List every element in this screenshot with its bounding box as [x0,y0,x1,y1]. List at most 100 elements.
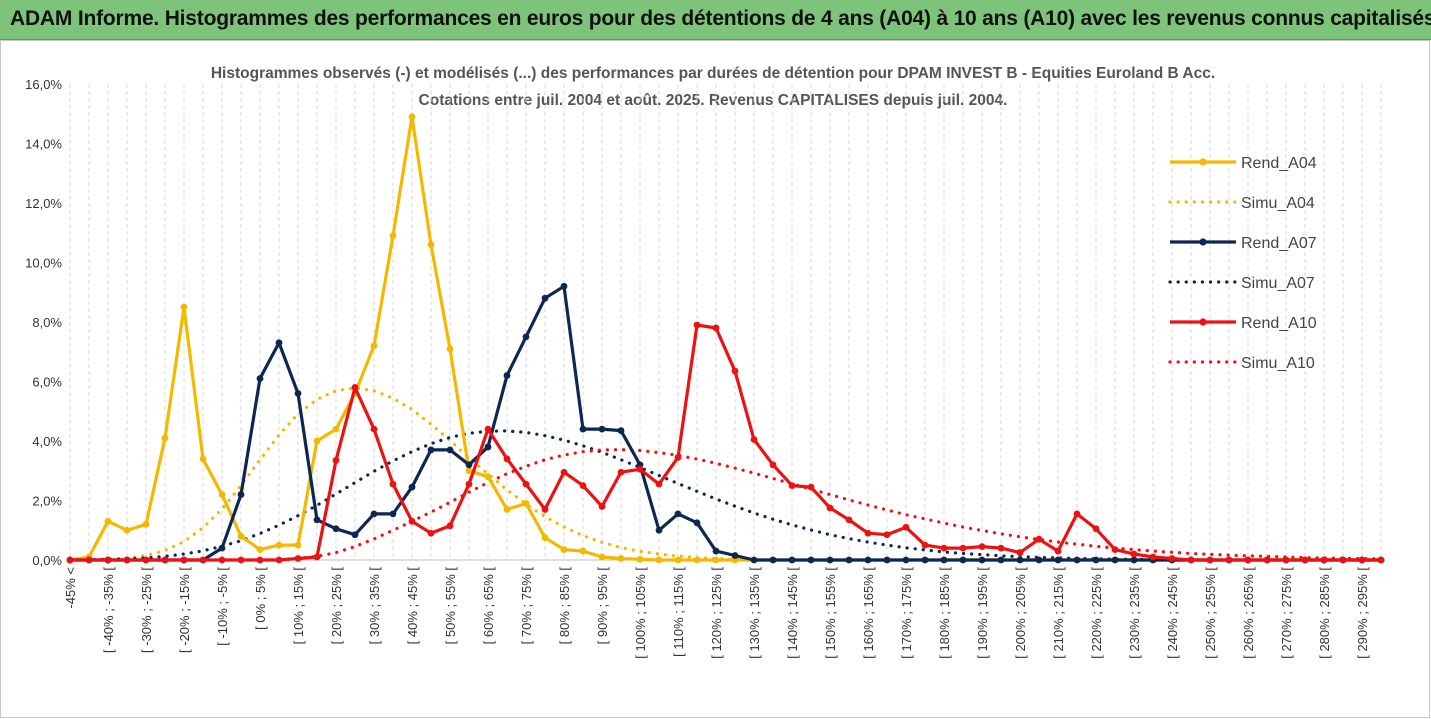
x-tick-label: [ 50% ; 55% [ [443,567,458,645]
data-point-rend-a04 [427,241,435,249]
data-point-rend-a07 [237,491,245,498]
legend-marker-rend-a07 [1199,238,1207,246]
data-point-rend-a10 [446,522,454,530]
chart-title: Histogrammes observés (-) et modélisés (… [211,65,1215,82]
data-point-rend-a07 [465,461,473,469]
data-point-rend-a07 [522,333,530,341]
data-point-rend-a07 [408,483,416,491]
x-tick-label: [ 0% ; 5% [ [253,567,268,630]
data-point-rend-a10 [218,556,226,564]
data-point-rend-a10 [636,465,644,473]
data-point-rend-a10 [1073,510,1081,518]
data-point-rend-a04 [446,345,454,353]
data-point-rend-a04 [655,556,663,564]
data-point-rend-a10 [579,482,587,490]
data-point-rend-a10 [541,506,549,513]
data-point-rend-a10 [1130,550,1138,558]
data-point-rend-a07 [579,425,587,433]
data-point-rend-a10 [1377,556,1385,564]
data-point-rend-a10 [1054,547,1062,555]
y-tick-label: 4,0% [32,434,62,449]
x-tick-label: [ 250% ; 255% [ [1203,567,1218,659]
data-point-rend-a07 [1130,556,1138,564]
series-line-simu-a04 [68,386,1383,562]
x-tick-label: [ 270% ; 275% [ [1279,567,1294,659]
x-tick-label: [ -20% ; -15% [ [177,567,192,653]
data-point-rend-a04 [370,342,378,350]
x-tick-label: -45% < [63,567,78,609]
data-point-rend-a04 [541,534,549,542]
data-point-rend-a10 [1301,556,1309,564]
x-tick-label: [ 180% ; 185% [ [937,567,952,659]
data-point-rend-a10 [617,468,625,476]
data-point-rend-a07 [389,510,397,518]
data-point-rend-a10 [332,456,340,464]
data-point-rend-a07 [883,556,891,564]
x-axis: -45% < [ -40% ; -35% [[ -30% ; -25% [[ -2… [63,559,1385,659]
x-tick-label: [ 260% ; 265% [ [1241,567,1256,659]
x-tick-label: [ -40% ; -35% [ [101,567,116,653]
data-point-rend-a07 [275,339,283,347]
data-point-rend-a07 [788,556,796,564]
data-point-rend-a07 [940,556,948,564]
data-point-rend-a07 [921,556,929,564]
data-point-rend-a07 [484,443,492,451]
data-point-rend-a04 [142,520,150,528]
plot-area [66,113,1385,564]
data-point-rend-a10 [66,556,74,564]
data-point-rend-a07 [902,556,910,564]
data-point-rend-a10 [997,544,1005,552]
data-point-rend-a10 [1320,556,1328,564]
y-tick-label: 12,0% [25,196,62,211]
data-point-rend-a10 [1225,556,1233,564]
data-point-rend-a07 [370,510,378,518]
x-tick-label: [ 290% ; 295% [ [1355,567,1370,659]
data-point-rend-a10 [845,516,853,524]
data-point-rend-a07 [978,556,986,564]
data-point-rend-a10 [807,483,815,491]
data-point-rend-a10 [750,436,758,443]
legend-label-rend-a07: Rend_A07 [1241,235,1317,252]
report-banner: ADAM Informe. Histogrammes des performan… [0,0,1431,40]
data-point-rend-a04 [389,232,397,240]
data-point-rend-a10 [389,480,397,488]
data-point-rend-a10 [1035,535,1043,543]
data-point-rend-a10 [693,321,701,329]
data-point-rend-a07 [693,519,701,527]
data-point-rend-a04 [579,547,587,555]
data-point-rend-a10 [655,480,663,488]
data-point-rend-a10 [275,556,283,564]
data-point-rend-a07 [446,446,454,454]
data-point-rend-a07 [351,531,359,539]
x-tick-label: [ 20% ; 25% [ [329,567,344,645]
data-point-rend-a07 [1073,556,1081,564]
series-line-rend-a10 [70,323,1381,562]
data-point-rend-a07 [807,556,815,564]
data-point-rend-a10 [731,367,739,375]
data-point-rend-a07 [1092,556,1100,564]
data-point-rend-a10 [351,384,359,391]
data-point-rend-a10 [465,480,473,488]
data-point-rend-a04 [104,517,112,525]
data-point-rend-a04 [712,556,720,564]
data-point-rend-a04 [693,556,701,564]
data-point-rend-a10 [1206,556,1214,564]
data-point-rend-a10 [1016,549,1024,556]
x-tick-label: [ 190% ; 195% [ [975,567,990,659]
data-point-rend-a10 [1187,556,1195,564]
x-tick-label: [ 240% ; 245% [ [1165,567,1180,659]
data-point-rend-a07 [655,526,663,534]
data-point-rend-a04 [560,546,568,553]
data-point-rend-a10 [826,504,834,512]
data-point-rend-a04 [161,434,169,442]
data-point-rend-a10 [1358,556,1366,564]
data-point-rend-a07 [959,556,967,564]
y-tick-label: 10,0% [25,256,62,271]
x-tick-label: [ 280% ; 285% [ [1317,567,1332,659]
y-axis: 0,0% 2,0% 4,0% 6,0% 8,0% 10,0% 12,0% 14,0% 16,0% [25,77,62,568]
data-point-rend-a07 [1035,556,1043,564]
data-point-rend-a10 [712,324,720,332]
data-point-rend-a10 [1244,556,1252,564]
data-point-rend-a10 [921,541,929,549]
x-tick-label: [ 10% ; 15% [ [291,567,306,645]
